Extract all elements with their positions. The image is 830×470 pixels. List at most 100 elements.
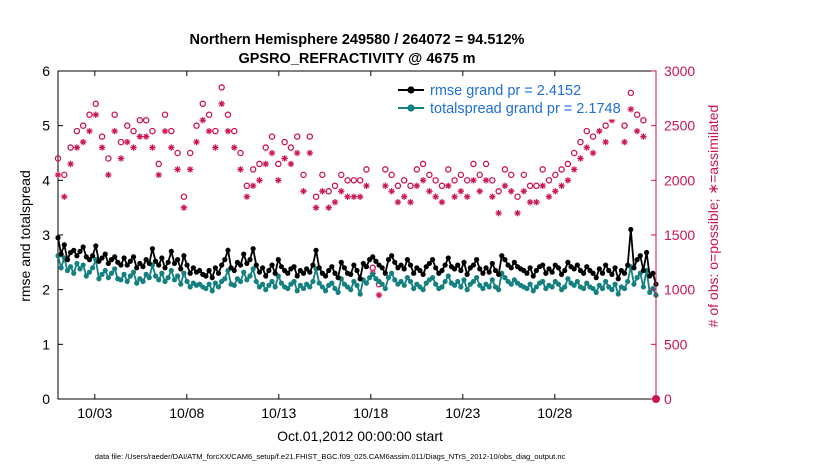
obs-possible-point bbox=[249, 166, 257, 173]
spread-point bbox=[508, 281, 514, 287]
spread-point bbox=[159, 270, 165, 276]
rmse-point bbox=[316, 265, 322, 271]
rmse-point bbox=[420, 271, 426, 277]
rmse-point bbox=[310, 262, 316, 268]
y-tick-label: 4 bbox=[42, 172, 50, 188]
obs-possible-point bbox=[205, 111, 213, 118]
spread-point bbox=[549, 284, 555, 290]
spread-point bbox=[439, 284, 445, 290]
obs-possible-point bbox=[552, 171, 559, 179]
obs-possible-point bbox=[325, 188, 332, 195]
spread-point bbox=[423, 280, 429, 286]
rmse-point bbox=[357, 276, 363, 282]
obs-assimilated-point bbox=[199, 117, 206, 124]
legend-box bbox=[393, 78, 628, 120]
rmse-point bbox=[565, 259, 571, 265]
spread-point bbox=[464, 287, 470, 293]
obs-possible-point bbox=[426, 171, 433, 179]
rmse-point bbox=[241, 251, 247, 257]
rmse-point bbox=[571, 266, 577, 272]
obs-assimilated-point bbox=[205, 127, 213, 135]
rmse-point bbox=[300, 270, 307, 276]
rmse-point bbox=[127, 258, 133, 264]
spread-point bbox=[433, 281, 439, 287]
rmse-point bbox=[140, 264, 146, 270]
obs-possible-point bbox=[262, 144, 269, 151]
rmse-point bbox=[341, 265, 348, 271]
obs-assimilated-point bbox=[419, 177, 427, 184]
spread-point bbox=[502, 275, 508, 281]
rmse-point bbox=[225, 247, 231, 253]
spread-point bbox=[650, 285, 656, 292]
rmse-point bbox=[496, 271, 502, 277]
obs-possible-point bbox=[98, 133, 106, 140]
obs-possible-point bbox=[123, 122, 131, 129]
obs-possible-point bbox=[438, 182, 446, 190]
rmse-point bbox=[130, 254, 137, 260]
obs-assimilated-point bbox=[463, 193, 471, 200]
obs-assimilated-point bbox=[262, 160, 269, 168]
spread-point bbox=[593, 289, 599, 295]
spread-point bbox=[319, 284, 325, 290]
rmse-point bbox=[379, 265, 385, 271]
spread-point bbox=[127, 273, 133, 279]
spread-point bbox=[322, 288, 329, 294]
obs-assimilated-point bbox=[520, 188, 528, 195]
spread-point bbox=[184, 278, 190, 285]
obs-assimilated-point bbox=[526, 199, 534, 206]
spread-point bbox=[354, 282, 360, 288]
obs-possible-point bbox=[577, 138, 584, 146]
y2-tick-label: 2500 bbox=[664, 118, 695, 134]
rmse-point bbox=[407, 262, 414, 268]
spread-point bbox=[67, 264, 74, 270]
rmse-point bbox=[178, 266, 184, 272]
spread-point bbox=[112, 266, 118, 272]
rmse-point bbox=[152, 258, 159, 264]
spread-point bbox=[647, 289, 653, 295]
spread-point bbox=[74, 260, 80, 267]
rmse-point bbox=[165, 259, 171, 265]
spread-point bbox=[80, 262, 86, 268]
rmse-point bbox=[278, 264, 285, 270]
spread-point bbox=[231, 282, 237, 288]
spread-point bbox=[401, 282, 407, 288]
plot-frame bbox=[57, 70, 657, 400]
obs-assimilated-point bbox=[426, 188, 433, 195]
rmse-point bbox=[609, 271, 615, 277]
obs-possible-point bbox=[507, 171, 515, 179]
rmse-point bbox=[455, 262, 461, 268]
obs-possible-point bbox=[281, 138, 288, 146]
spread-point bbox=[294, 288, 300, 294]
rmse-point bbox=[483, 265, 489, 271]
chart-subtitle: GPSRO_REFRACTIVITY @ 4675 m bbox=[238, 51, 475, 67]
rmse-point bbox=[470, 262, 477, 268]
obs-possible-point bbox=[231, 127, 238, 135]
spread-point bbox=[168, 267, 174, 274]
rmse-point bbox=[445, 255, 451, 261]
obs-assimilated-point bbox=[545, 193, 553, 200]
spread-point bbox=[278, 280, 285, 286]
rmse-point bbox=[206, 267, 212, 274]
spread-point bbox=[571, 282, 577, 288]
rmse-point bbox=[332, 270, 338, 276]
spread-point bbox=[486, 284, 492, 290]
spread-point bbox=[90, 265, 96, 271]
spread-point bbox=[285, 285, 291, 292]
spread-point bbox=[247, 273, 253, 279]
legend-entry-rmse: rmse grand pr = 2.4152 bbox=[430, 83, 581, 99]
obs-possible-point bbox=[514, 193, 521, 200]
spread-point bbox=[496, 287, 502, 293]
obs-possible-point bbox=[627, 89, 635, 97]
rmse-point bbox=[474, 257, 480, 263]
rmse-point bbox=[93, 243, 99, 249]
obs-possible-point bbox=[350, 177, 358, 184]
obs-possible-point bbox=[79, 122, 87, 129]
obs-assimilated-point bbox=[256, 177, 263, 184]
spread-point bbox=[146, 275, 152, 281]
obs-possible-point bbox=[558, 166, 565, 173]
rmse-point bbox=[543, 270, 549, 276]
obs-possible-point bbox=[193, 122, 200, 129]
obs-possible-point bbox=[256, 160, 263, 168]
obs-assimilated-point bbox=[319, 188, 326, 195]
spread-point bbox=[363, 280, 370, 286]
